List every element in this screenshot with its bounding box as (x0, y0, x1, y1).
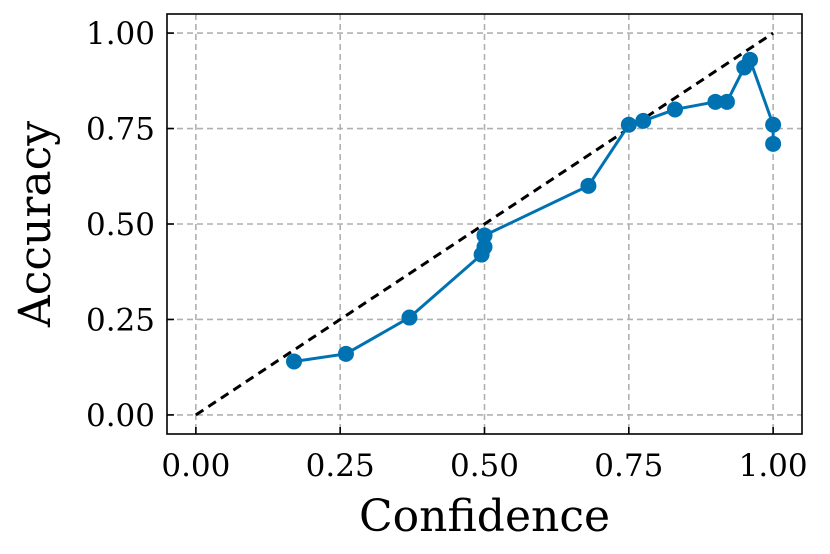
accuracy-point (707, 93, 724, 110)
accuracy-point (620, 116, 637, 133)
y-tick-label: 0.75 (86, 112, 155, 148)
y-axis-title: Accuracy (10, 121, 61, 328)
accuracy-point (286, 353, 302, 370)
perfect-calibration-line (195, 31, 774, 417)
series-layer (286, 51, 782, 370)
accuracy-point (401, 309, 418, 326)
accuracy-point (476, 238, 493, 255)
tick-layer: 0.00 0.25 0.50 0.75 1.00 0.00 0.25 0.50 0.75 1.00 (86, 16, 808, 484)
x-tick-label: 0.00 (161, 448, 230, 484)
accuracy-series-line (293, 56, 775, 363)
reference-line-layer (195, 31, 774, 417)
accuracy-point (337, 345, 354, 362)
accuracy-point (667, 101, 683, 118)
grid-lines (167, 14, 802, 434)
accuracy-point (718, 93, 735, 110)
y-tick-label: 0.00 (86, 398, 155, 434)
accuracy-point (580, 177, 597, 194)
y-tick-label: 1.00 (86, 16, 155, 52)
x-tick-label: 0.50 (450, 448, 519, 484)
y-tick-label: 0.50 (86, 207, 155, 243)
accuracy-point (765, 116, 782, 133)
x-tick-label: 1.00 (739, 448, 808, 484)
accuracy-point (476, 227, 493, 244)
x-axis-title: Confidence (359, 491, 610, 542)
y-tick-label: 0.25 (86, 302, 155, 338)
accuracy-point (765, 135, 782, 152)
x-tick-label: 0.25 (306, 448, 375, 484)
x-tick-label: 0.75 (594, 448, 663, 484)
accuracy-point (742, 51, 759, 68)
accuracy-point (635, 112, 652, 129)
